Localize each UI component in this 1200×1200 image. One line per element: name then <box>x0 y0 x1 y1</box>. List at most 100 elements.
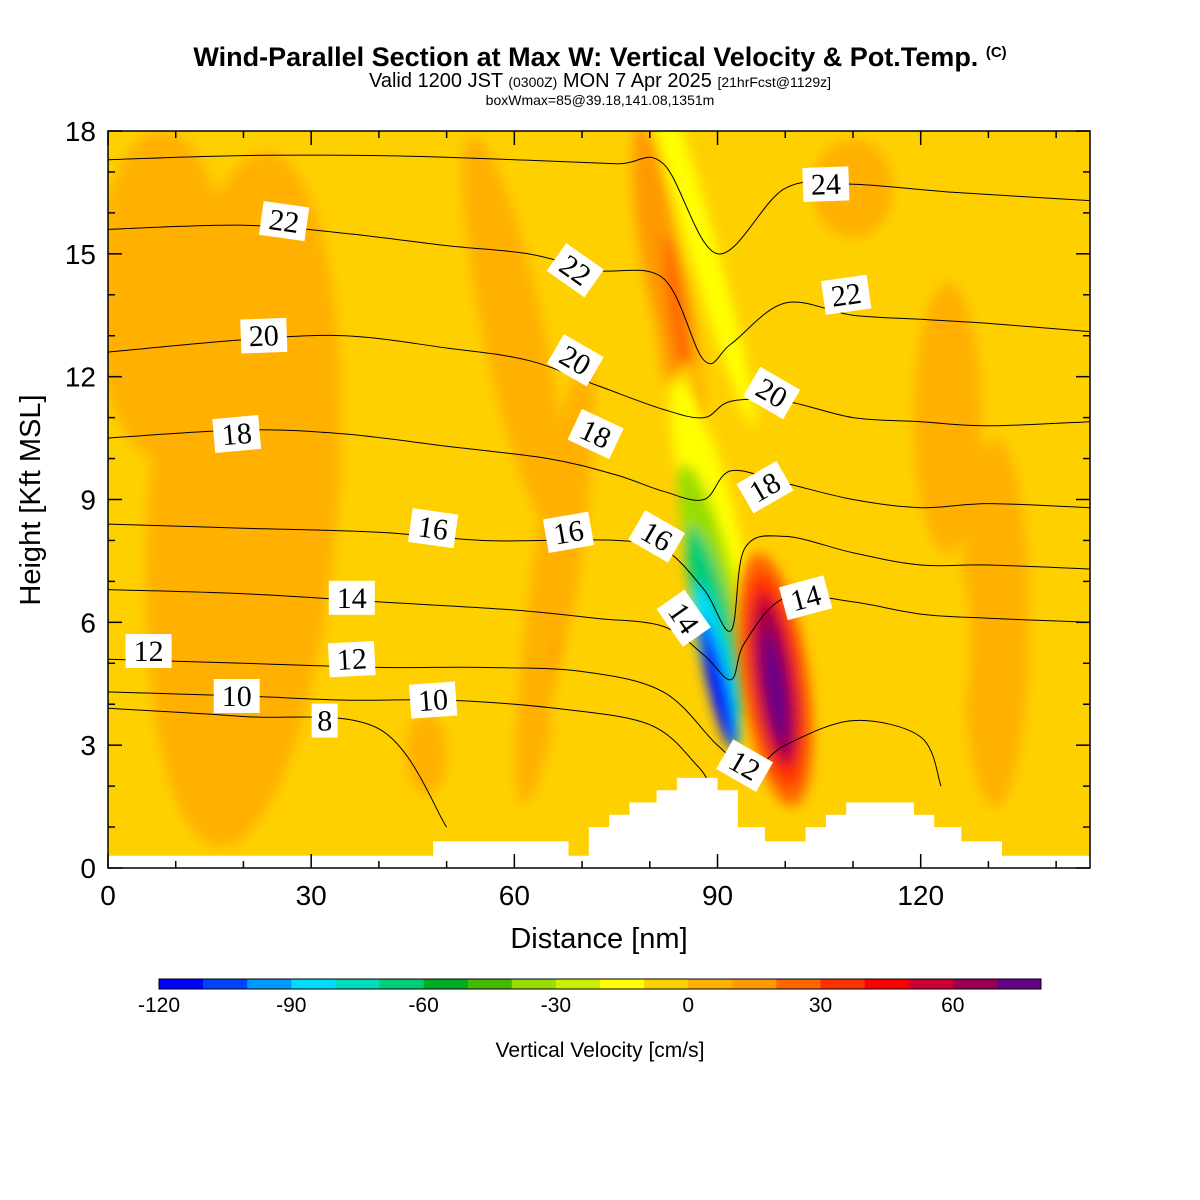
contour-label: 16 <box>407 508 459 549</box>
colorbar-swatch <box>247 979 292 989</box>
contour-label-box <box>546 334 604 387</box>
contour-label-box <box>125 634 172 668</box>
isentrope-12 <box>108 658 942 787</box>
contour-label-box <box>743 366 801 420</box>
contour-label-box <box>628 510 686 563</box>
contour-label-box <box>567 408 624 460</box>
y-axis-title: Height [Kft MSL] <box>15 394 47 605</box>
colorbar: -120 -90 -60 -30 0 30 60 <box>138 978 1042 1017</box>
colorbar-swatch <box>467 979 513 989</box>
contour-label-text: 10 <box>417 683 449 718</box>
x-tick-label: 60 <box>499 880 530 911</box>
contour-label: 20 <box>240 317 288 354</box>
contour-label-text: 12 <box>134 635 164 668</box>
chart-title-text: Wind-Parallel Section at Max W: Vertical… <box>193 42 979 72</box>
contour-label: 12 <box>327 641 376 678</box>
colorbar-tick-label: 60 <box>941 994 964 1017</box>
colorbar-frame <box>158 978 1042 990</box>
sink-spot-low <box>405 712 447 795</box>
valid-date: MON 7 Apr 2025 <box>562 70 712 92</box>
contour-label-text: 18 <box>220 417 253 452</box>
forecast-info: [21hrFcst@1129z] <box>717 74 832 90</box>
contour-label-text: 22 <box>267 203 301 240</box>
x-tick-label: 90 <box>702 880 733 911</box>
isentrope-22 <box>108 224 1090 365</box>
vertical-velocity-field <box>108 131 1030 847</box>
contour-label-text: 22 <box>829 277 863 314</box>
colorbar-swatch <box>820 979 865 989</box>
colorbar-tick-label: 0 <box>682 994 694 1017</box>
axis-ticks: 0 30 60 90 120 0 3 6 9 12 15 18 <box>65 116 1090 911</box>
colorbar-swatch <box>600 979 645 989</box>
sink-upper-max <box>663 234 691 389</box>
colorbar-swatch <box>203 979 248 989</box>
colorbar-swatch <box>952 979 998 989</box>
sink-band-mid <box>462 135 567 537</box>
colorbar-tick-label: -30 <box>541 994 571 1017</box>
contour-label-text: 16 <box>551 514 586 552</box>
colorbar-swatch <box>555 979 601 989</box>
colorbar-swatch <box>644 979 689 989</box>
lift-east-low <box>819 642 887 823</box>
contour-label: 18 <box>212 415 262 453</box>
contour-label-box <box>656 589 711 647</box>
colorbar-swatch <box>864 979 909 989</box>
chart-title: Wind-Parallel Section at Max W: Vertical… <box>0 42 1200 73</box>
colorbar-swatch <box>908 979 954 989</box>
colorbar-swatch <box>776 979 821 989</box>
contour-label-box <box>328 580 375 615</box>
colorbar-title: Vertical Velocity [cm/s] <box>496 1039 705 1062</box>
contour-label: 10 <box>408 681 458 719</box>
contour-label-box <box>802 166 850 202</box>
contour-label-box <box>212 415 262 453</box>
contour-label: 14 <box>328 580 375 615</box>
updraft-level-5 <box>763 634 787 742</box>
colorbar-tick-label: 30 <box>809 994 832 1017</box>
contour-label-box <box>716 739 774 792</box>
lift-strip-mid <box>436 335 457 549</box>
contour-label-text: 24 <box>810 168 841 202</box>
y-tick-label: 18 <box>65 116 96 147</box>
box-wmax-line: boxWmax=85@39.18,141.08,1351m <box>0 92 1200 108</box>
contour-label-box <box>408 681 458 719</box>
sink-band-east <box>913 282 982 553</box>
contour-label-box <box>736 460 794 514</box>
x-tick-label: 30 <box>296 880 327 911</box>
sink-band-east-lower <box>961 438 1030 807</box>
colorbar-swatch <box>688 979 733 989</box>
colorbar-swatch <box>159 979 204 989</box>
y-tick-label: 3 <box>80 730 96 761</box>
contour-label-box <box>258 201 310 242</box>
colorbar-swatch <box>335 979 380 989</box>
contour-label-box <box>213 679 260 713</box>
velocity-shading <box>108 131 1030 847</box>
contour-label: 22 <box>258 201 310 242</box>
contour-label-box <box>407 508 459 549</box>
valid-prefix: Valid 1200 JST <box>368 70 503 92</box>
contour-label: 12 <box>125 634 172 668</box>
sink-band-mid-lower <box>515 358 595 805</box>
lift-band-lee-low <box>550 363 695 734</box>
isentrope-16 <box>108 523 1090 632</box>
contour-label-box <box>327 641 376 678</box>
y-tick-label: 9 <box>80 485 96 516</box>
contour-label: 8 <box>311 703 338 738</box>
contour-label: 22 <box>821 274 872 315</box>
colorbar-tick-label: -90 <box>276 994 306 1017</box>
sink-band-top <box>812 139 894 238</box>
contour-label-text: 10 <box>222 680 252 713</box>
lift-strip-east <box>890 139 910 385</box>
colorbar-swatch <box>511 979 557 989</box>
colorbar-tick-label: -120 <box>138 994 180 1017</box>
contour-label-text: 16 <box>416 510 450 547</box>
contour-label-box <box>311 703 338 738</box>
contour-label: 24 <box>802 166 850 202</box>
potential-temperature-contours <box>108 154 1090 828</box>
contour-label: 10 <box>213 679 260 713</box>
contour-label-box <box>821 274 872 315</box>
colorbar-swatch <box>291 979 336 989</box>
contour-label-box <box>778 575 833 621</box>
contour-label: 14 <box>778 575 833 621</box>
terrain <box>108 777 1090 868</box>
contour-label-box <box>546 243 604 298</box>
